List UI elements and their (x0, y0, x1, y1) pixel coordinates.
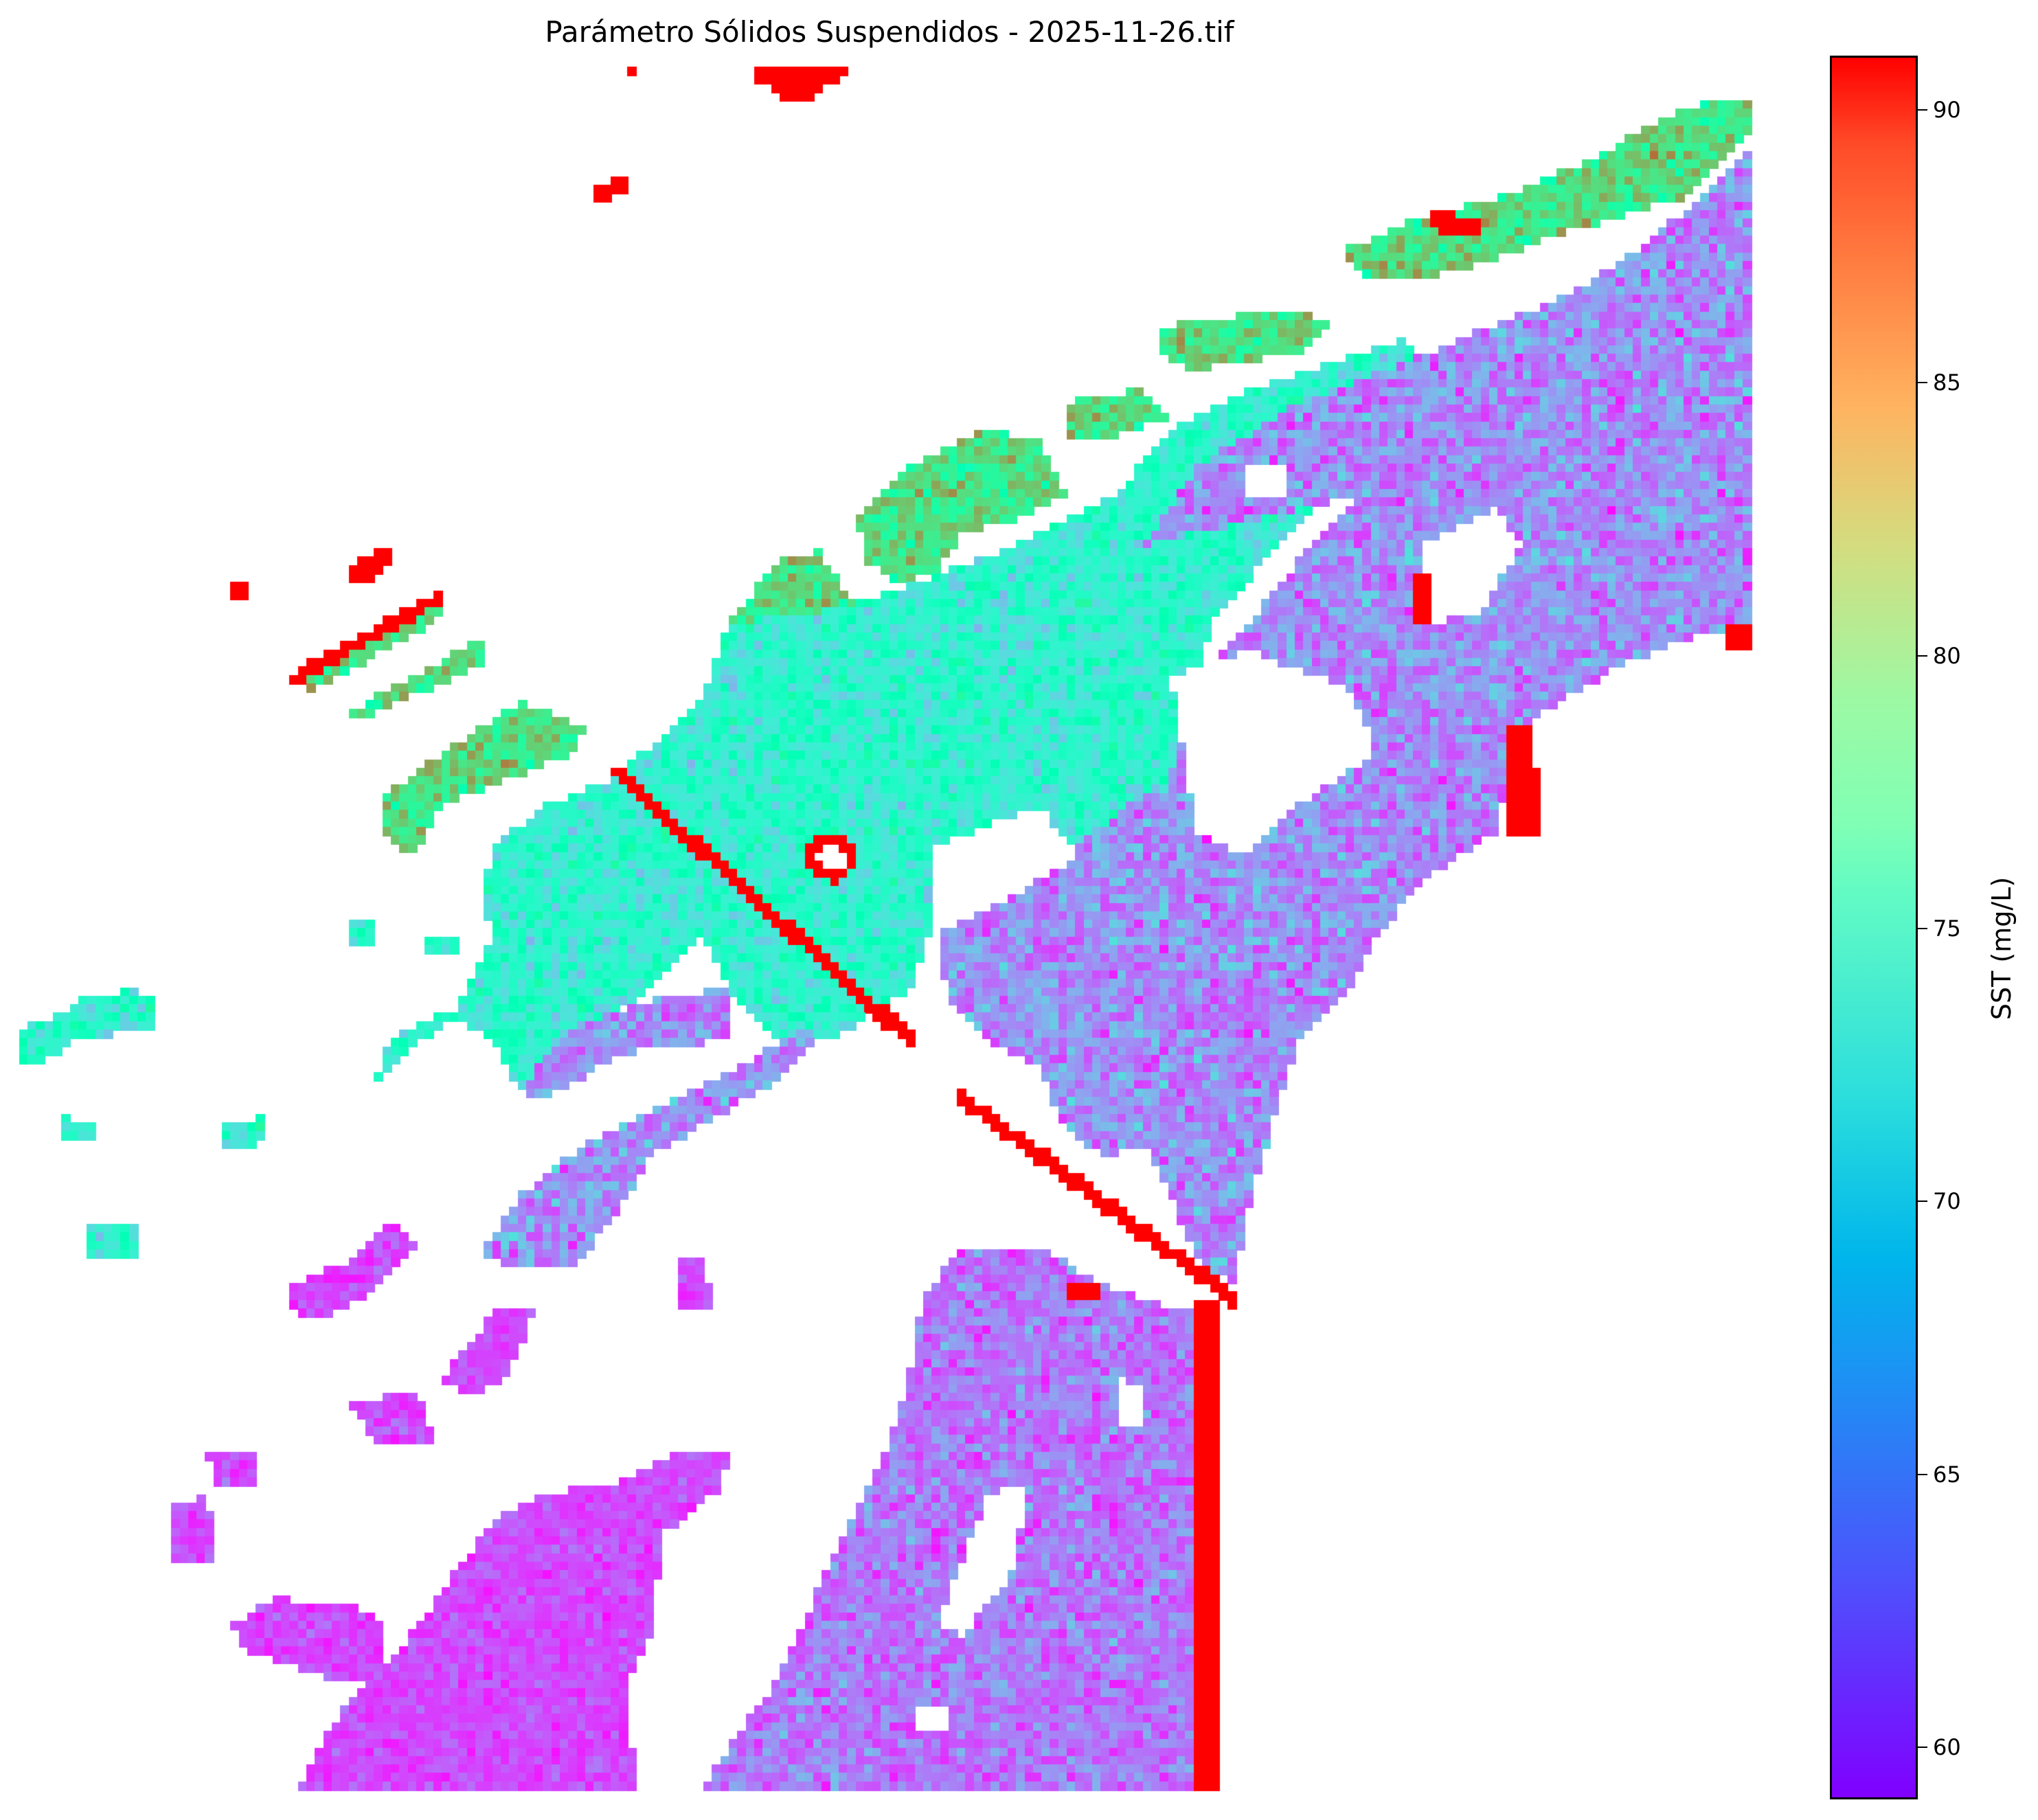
colorbar-tick (1918, 655, 1927, 657)
colorbar-tick-label: 80 (1933, 642, 1961, 669)
colorbar-tick-label: 75 (1933, 915, 1961, 942)
colorbar-tick (1918, 928, 1927, 929)
colorbar-tick-label: 90 (1933, 96, 1961, 123)
chart-title: Parámetro Sólidos Suspendidos - 2025-11-… (545, 15, 1234, 49)
colorbar-tick (1918, 1201, 1927, 1203)
colorbar-tick-label: 60 (1933, 1734, 1961, 1761)
colorbar-tick (1918, 1473, 1927, 1475)
colorbar-tick (1918, 109, 1927, 111)
colorbar-tick-label: 70 (1933, 1188, 1961, 1215)
colorbar-tick (1918, 1747, 1927, 1749)
colorbar (1830, 56, 1918, 1799)
colorbar-tick-label: 85 (1933, 369, 1961, 396)
colorbar-label: SST (mg/L) (1986, 876, 2017, 1021)
colorbar-tick (1918, 382, 1927, 384)
colorbar-tick-label: 65 (1933, 1461, 1961, 1488)
